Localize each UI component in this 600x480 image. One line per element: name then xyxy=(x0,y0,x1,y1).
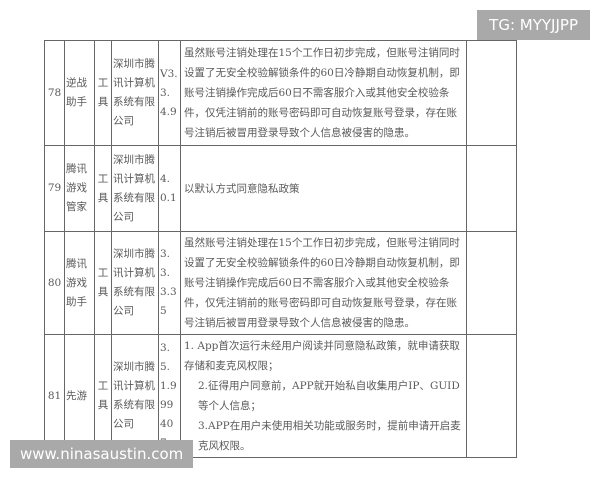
note xyxy=(466,40,517,146)
app-type: 工具 xyxy=(94,40,112,146)
table-row: 80 腾讯游戏助手 工具 深圳市腾讯计算机系统有限公司 3.3.3.35 虽然账… xyxy=(44,231,517,335)
table-row: 79 腾讯游戏管家 工具 深圳市腾讯计算机系统有限公司 4.0.1 以默认方式同… xyxy=(44,145,517,232)
version: V3.3.4.9 xyxy=(158,40,181,146)
row-number: 79 xyxy=(44,145,65,232)
app-type: 工具 xyxy=(94,145,112,232)
app-type: 工具 xyxy=(94,231,112,335)
issue-line: 3.APP在用户未使用相关功能或服务时，提前申请开启麦克风权限。 xyxy=(198,420,461,452)
issue-line: 1. App首次运行未经用户阅读并同意隐私政策，就申请获取存储和麦克风权限； xyxy=(184,340,460,372)
app-name: 腾讯游戏管家 xyxy=(64,145,95,232)
version: 4.0.1 xyxy=(158,145,181,232)
app-name: 逆战助手 xyxy=(64,40,95,146)
note xyxy=(466,145,517,232)
table-row: 78 逆战助手 工具 深圳市腾讯计算机系统有限公司 V3.3.4.9 虽然账号注… xyxy=(44,40,517,146)
company: 深圳市腾讯计算机系统有限公司 xyxy=(111,40,159,146)
watermark-bottom-left: www.ninasaustin.com xyxy=(10,440,194,468)
company: 深圳市腾讯计算机系统有限公司 xyxy=(111,334,159,458)
issue-line: 2.征得用户同意前，APP就开始私自收集用户IP、GUID等个人信息； xyxy=(198,380,460,412)
row-number: 80 xyxy=(44,231,65,335)
table-row: 81 先游 工具 深圳市腾讯计算机系统有限公司 3.5.1.999407 1. … xyxy=(44,334,517,458)
issue-description: 虽然账号注销处理在15个工作日初步完成，但账号注销同时设置了无安全校验解锁条件的… xyxy=(180,40,467,146)
app-name: 腾讯游戏助手 xyxy=(64,231,95,335)
company: 深圳市腾讯计算机系统有限公司 xyxy=(111,145,159,232)
version: 3.3.3.35 xyxy=(158,231,181,335)
issue-description: 1. App首次运行未经用户阅读并同意隐私政策，就申请获取存储和麦克风权限； 2… xyxy=(180,334,467,458)
company: 深圳市腾讯计算机系统有限公司 xyxy=(111,231,159,335)
row-number: 78 xyxy=(44,40,65,146)
watermark-top-right: TG: MYYJJPP xyxy=(477,10,590,40)
issue-description: 以默认方式同意隐私政策 xyxy=(180,145,467,232)
note xyxy=(466,334,517,458)
app-violation-table: 78 逆战助手 工具 深圳市腾讯计算机系统有限公司 V3.3.4.9 虽然账号注… xyxy=(44,40,517,458)
issue-description: 虽然账号注销处理在15个工作日初步完成，但账号注销同时设置了无安全校验解锁条件的… xyxy=(180,231,467,335)
note xyxy=(466,231,517,335)
